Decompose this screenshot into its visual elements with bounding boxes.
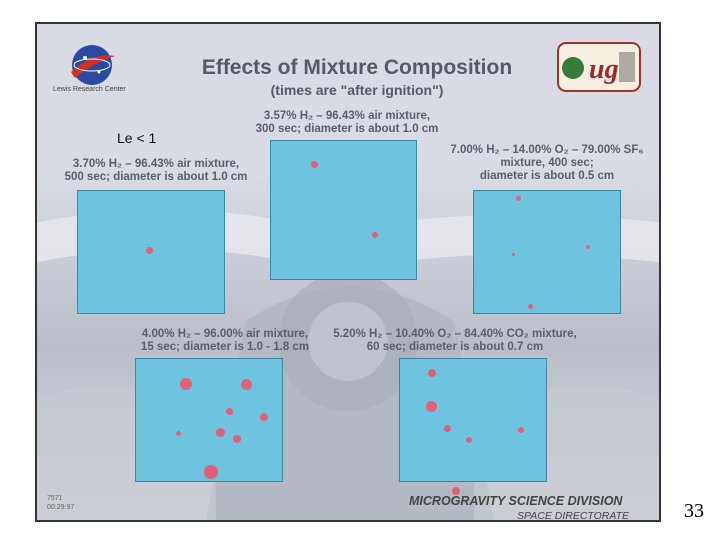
microgravity-logo: ug (557, 42, 641, 92)
flame-ball (216, 428, 225, 437)
page-subtitle: (times are "after ignition") (270, 82, 444, 98)
directorate-label: SPACE DIRECTORATE (517, 510, 630, 522)
le-label: Le < 1 (117, 130, 157, 146)
flame-ball (241, 379, 252, 390)
flame-ball (180, 378, 192, 390)
flame-ball (452, 487, 460, 495)
flame-ball (444, 425, 451, 432)
flame-ball (260, 413, 268, 421)
flame-ball (311, 161, 318, 168)
flame-ball (226, 408, 233, 415)
flame-ball (428, 369, 436, 377)
flame-ball (512, 253, 515, 256)
flame-ball (586, 245, 590, 249)
flame-ball (518, 427, 524, 433)
flame-ball (528, 304, 533, 309)
caption-bottom-left: 4.00% H₂ – 96.00% air mixture, 15 sec; d… (140, 328, 310, 353)
flame-image-top-left (77, 190, 225, 314)
flame-image-top-right (473, 190, 621, 314)
flame-ball (372, 232, 378, 238)
lrc-label: Lewis Research Center (53, 86, 126, 93)
division-label: MICROGRAVITY SCIENCE DIVISION (409, 494, 623, 508)
flame-image-bottom-left (135, 358, 283, 482)
flame-image-top-center (270, 140, 417, 280)
nasa-logo (71, 45, 115, 85)
flame-ball (516, 196, 521, 201)
time-stamp: 7571 00:29:97 (47, 495, 75, 511)
flame-ball (146, 247, 153, 254)
slide-frame: Lewis Research Center Effects of Mixture… (35, 22, 661, 522)
caption-top-center: 3.57% H₂ – 96.43% air mixture, 300 sec; … (255, 110, 439, 135)
flame-image-bottom-right (399, 358, 547, 495)
flame-ball (426, 401, 437, 412)
flame-ball (176, 431, 181, 436)
page-title: Effects of Mixture Composition (201, 56, 513, 79)
flame-ball (204, 465, 218, 479)
caption-top-left: 3.70% H₂ – 96.43% air mixture, 500 sec; … (64, 158, 248, 183)
page-number: 33 (684, 500, 704, 522)
flame-ball (233, 435, 241, 443)
caption-bottom-right: 5.20% H₂ – 10.40% O₂ – 84.40% CO₂ mixtur… (333, 328, 577, 353)
svg-text:ug: ug (589, 54, 619, 85)
caption-top-right: 7.00% H₂ – 14.00% O₂ – 79.00% SF₆ mixtur… (450, 144, 644, 182)
flame-ball (466, 437, 472, 443)
